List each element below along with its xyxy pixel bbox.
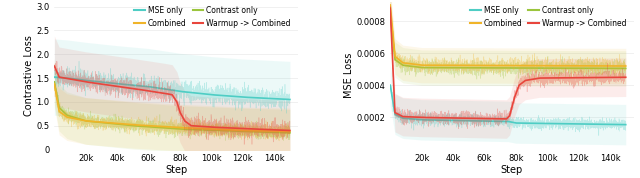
Line: Contrast only: Contrast only bbox=[390, 13, 626, 68]
Warmup -> Combined bbox=[399, 115, 406, 117]
Contrast only bbox=[159, 127, 166, 129]
Line: Contrast only: Contrast only bbox=[54, 82, 290, 133]
Warmup -> Combined bbox=[572, 77, 580, 79]
Warmup -> Combined bbox=[286, 129, 294, 132]
Warmup -> Combined bbox=[165, 93, 173, 95]
Y-axis label: MSE Loss: MSE Loss bbox=[344, 53, 353, 98]
Warmup -> Combined bbox=[63, 77, 70, 79]
Combined bbox=[501, 64, 509, 67]
Contrast only bbox=[572, 67, 579, 69]
Legend: MSE only, Combined, Contrast only, Warmup -> Combined: MSE only, Combined, Contrast only, Warmu… bbox=[467, 3, 630, 31]
Contrast only bbox=[399, 64, 406, 66]
Warmup -> Combined bbox=[615, 76, 623, 78]
MSE only bbox=[286, 98, 294, 101]
MSE only bbox=[572, 123, 579, 125]
MSE only bbox=[501, 120, 509, 122]
Warmup -> Combined bbox=[236, 127, 244, 129]
Legend: MSE only, Combined, Contrast only, Warmup -> Combined: MSE only, Combined, Contrast only, Warmu… bbox=[131, 3, 294, 31]
MSE only bbox=[622, 124, 630, 126]
Contrast only bbox=[236, 130, 244, 132]
Contrast only bbox=[615, 67, 623, 69]
Combined bbox=[495, 64, 502, 67]
Contrast only bbox=[279, 132, 287, 134]
Contrast only bbox=[286, 132, 294, 134]
Contrast only bbox=[501, 67, 509, 69]
Warmup -> Combined bbox=[51, 65, 58, 67]
Combined bbox=[572, 65, 579, 67]
MSE only bbox=[279, 98, 287, 100]
Line: MSE only: MSE only bbox=[54, 77, 290, 100]
MSE only bbox=[63, 77, 70, 79]
Combined bbox=[51, 83, 58, 85]
Contrast only bbox=[622, 67, 630, 69]
Combined bbox=[399, 61, 406, 63]
Warmup -> Combined bbox=[495, 118, 502, 120]
Combined bbox=[63, 116, 70, 118]
Contrast only bbox=[51, 81, 58, 83]
Contrast only bbox=[615, 67, 623, 69]
MSE only bbox=[615, 124, 623, 126]
Combined bbox=[159, 125, 166, 128]
MSE only bbox=[51, 76, 58, 78]
Warmup -> Combined bbox=[615, 76, 623, 78]
Contrast only bbox=[279, 132, 287, 134]
Warmup -> Combined bbox=[387, 7, 394, 9]
Contrast only bbox=[165, 127, 173, 129]
Warmup -> Combined bbox=[279, 129, 287, 131]
Combined bbox=[165, 126, 173, 128]
Warmup -> Combined bbox=[502, 118, 510, 120]
MSE only bbox=[387, 84, 394, 86]
MSE only bbox=[495, 120, 502, 122]
MSE only bbox=[165, 89, 173, 91]
MSE only bbox=[279, 98, 287, 100]
X-axis label: Step: Step bbox=[500, 165, 523, 175]
Combined bbox=[279, 130, 287, 132]
Warmup -> Combined bbox=[622, 76, 630, 78]
Line: Warmup -> Combined: Warmup -> Combined bbox=[390, 8, 626, 119]
Warmup -> Combined bbox=[159, 92, 166, 94]
Line: Combined: Combined bbox=[390, 5, 626, 66]
MSE only bbox=[399, 117, 406, 119]
X-axis label: Step: Step bbox=[165, 165, 188, 175]
Combined bbox=[387, 4, 394, 6]
MSE only bbox=[236, 96, 244, 98]
Combined bbox=[286, 130, 294, 132]
Combined bbox=[615, 65, 623, 67]
Contrast only bbox=[495, 67, 502, 69]
Combined bbox=[236, 129, 244, 131]
Combined bbox=[622, 65, 630, 67]
Contrast only bbox=[387, 12, 394, 14]
Line: MSE only: MSE only bbox=[390, 85, 626, 125]
Contrast only bbox=[63, 114, 70, 116]
Line: Warmup -> Combined: Warmup -> Combined bbox=[54, 66, 290, 130]
Combined bbox=[279, 130, 287, 132]
Combined bbox=[615, 65, 623, 67]
Warmup -> Combined bbox=[279, 129, 287, 131]
Y-axis label: Contrastive Loss: Contrastive Loss bbox=[24, 35, 33, 116]
MSE only bbox=[615, 124, 623, 126]
Line: Combined: Combined bbox=[54, 84, 290, 131]
Warmup -> Combined bbox=[501, 118, 509, 120]
MSE only bbox=[159, 88, 166, 90]
